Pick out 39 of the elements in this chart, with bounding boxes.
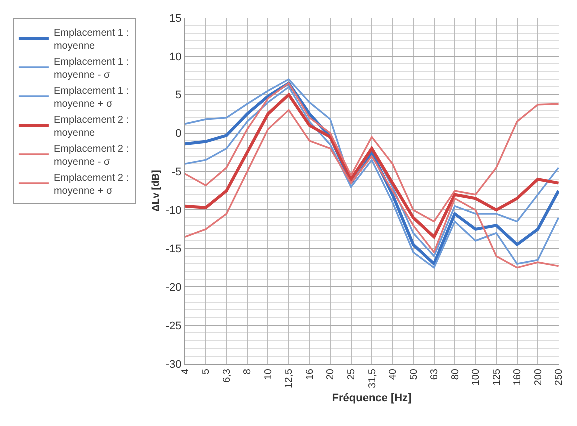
y-tick-label: -10 xyxy=(166,205,182,218)
x-tick-label: 200 xyxy=(533,368,544,386)
legend-label: Emplacement 2 : moyenne + σ xyxy=(54,172,130,197)
y-tick-label: -20 xyxy=(166,282,182,294)
y-tick-label: -5 xyxy=(172,166,182,179)
legend-label: Emplacement 2 : moyenne xyxy=(54,114,130,139)
x-tick-label: 160 xyxy=(512,368,524,386)
legend-label: Emplacement 1 : moyenne - σ xyxy=(54,56,130,81)
x-tick-label: 80 xyxy=(450,368,462,380)
x-tick-label: 5 xyxy=(201,368,212,375)
x-tick-label: 20 xyxy=(326,368,337,380)
legend-label: Emplacement 2 : moyenne - σ xyxy=(54,144,130,168)
y-tick-label: 10 xyxy=(170,51,182,64)
x-tick-label: 6,3 xyxy=(222,368,233,383)
x-tick-label: 31,5 xyxy=(367,368,378,388)
legend-label: Emplacement 1 : moyenne xyxy=(54,28,130,52)
x-tick-label: 12,5 xyxy=(284,368,296,388)
y-tick-label: 0 xyxy=(176,128,182,140)
x-tick-label: 16 xyxy=(304,368,316,380)
y-tick-label: -25 xyxy=(166,320,182,332)
legend-label: Emplacement 1 : moyenne + σ xyxy=(54,86,130,110)
line-series xyxy=(185,82,559,223)
line-series xyxy=(185,93,559,239)
y-tick-label: -15 xyxy=(166,244,182,256)
x-tick-label: 250 xyxy=(554,368,566,386)
x-tick-label: 100 xyxy=(471,368,482,386)
x-tick-label: 50 xyxy=(408,368,420,380)
x-tick-label: 125 xyxy=(492,368,503,386)
x-tick-label: 25 xyxy=(346,368,358,380)
y-axis-title: ΔLv [dB] xyxy=(150,170,162,212)
x-tick-label: 10 xyxy=(263,368,274,380)
y-tick-label: 5 xyxy=(176,90,182,102)
y-tick-label: -30 xyxy=(166,358,182,371)
x-tick-label: 4 xyxy=(180,368,192,375)
x-tick-label: 40 xyxy=(388,368,399,380)
x-axis-title: Fréquence [Hz] xyxy=(332,392,412,405)
x-tick-label: 8 xyxy=(242,368,254,375)
x-tick-label: 63 xyxy=(430,368,441,380)
y-tick-label: 15 xyxy=(170,12,182,25)
